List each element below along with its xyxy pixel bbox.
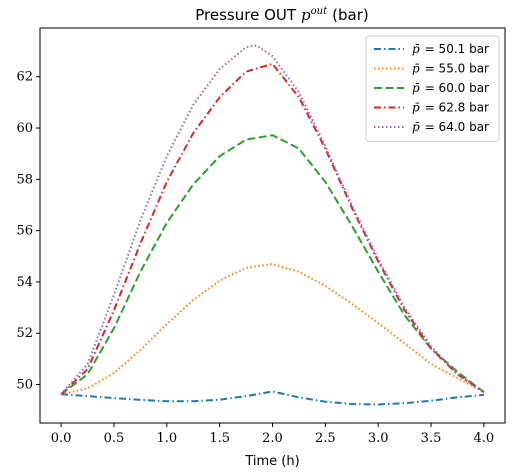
x-tick-label: 1.5 [209, 431, 230, 446]
legend-entry: p̄ = 50.1 bar [412, 42, 489, 56]
x-tick-label: 0.0 [51, 431, 72, 446]
y-tick-label: 52 [16, 326, 33, 341]
chart-title-symbol: p [301, 6, 311, 24]
x-tick-label: 4.0 [474, 431, 495, 446]
y-tick-label: 60 [16, 121, 33, 136]
legend-entry: p̄ = 62.8 bar [412, 101, 489, 115]
x-axis-ticks: 0.0 0.5 1.0 1.5 2.0 2.5 3.0 3.5 4.0 [51, 423, 494, 446]
legend-entry: p̄ = 55.0 bar [412, 62, 489, 76]
series-line-4 [60, 62, 485, 396]
legend-entry: p̄ = 60.0 bar [412, 81, 489, 95]
legend-symbol: p̄ [412, 120, 420, 134]
legend: p̄ = 50.1 bar p̄ = 55.0 bar p̄ = 60.0 bar p̄ = … [365, 35, 500, 142]
y-tick-label: 56 [16, 224, 33, 239]
legend-box [365, 35, 500, 142]
chart-title: Pressure OUT pout (bar) [195, 6, 368, 24]
legend-entry: p̄ = 64.0 bar [412, 120, 489, 134]
x-tick-label: 0.5 [104, 431, 125, 446]
legend-symbol: p̄ [412, 62, 420, 76]
y-tick-label: 62 [16, 70, 33, 85]
x-tick-label: 2.0 [262, 431, 283, 446]
x-axis-label: Time (h) [244, 454, 299, 469]
series-line-5 [60, 44, 485, 395]
chart-title-unit: (bar) [332, 6, 369, 24]
legend-symbol: p̄ [412, 81, 420, 95]
legend-symbol: p̄ [412, 42, 420, 56]
series-line-2 [60, 263, 485, 396]
y-tick-label: 54 [16, 275, 33, 290]
y-tick-label: 50 [16, 378, 33, 393]
y-tick-label: 58 [16, 172, 33, 187]
legend-label: = 64.0 bar [425, 120, 489, 134]
series-line-1 [61, 390, 484, 406]
chart-title-text: Pressure OUT [195, 6, 297, 24]
x-tick-label: 1.0 [156, 431, 177, 446]
legend-label: = 55.0 bar [425, 62, 489, 76]
x-tick-label: 3.0 [368, 431, 389, 446]
series-lines [60, 44, 485, 406]
x-tick-label: 3.5 [421, 431, 442, 446]
series-line-3 [60, 134, 485, 396]
plot-frame [39, 27, 506, 424]
legend-label: = 62.8 bar [425, 101, 489, 115]
chart-title-superscript: out [311, 6, 328, 17]
legend-label: = 50.1 bar [425, 42, 489, 56]
legend-label: = 60.0 bar [425, 81, 489, 95]
x-tick-label: 2.5 [315, 431, 336, 446]
y-axis-ticks: 50 52 54 56 58 60 62 [16, 70, 40, 393]
legend-symbol: p̄ [412, 101, 420, 115]
